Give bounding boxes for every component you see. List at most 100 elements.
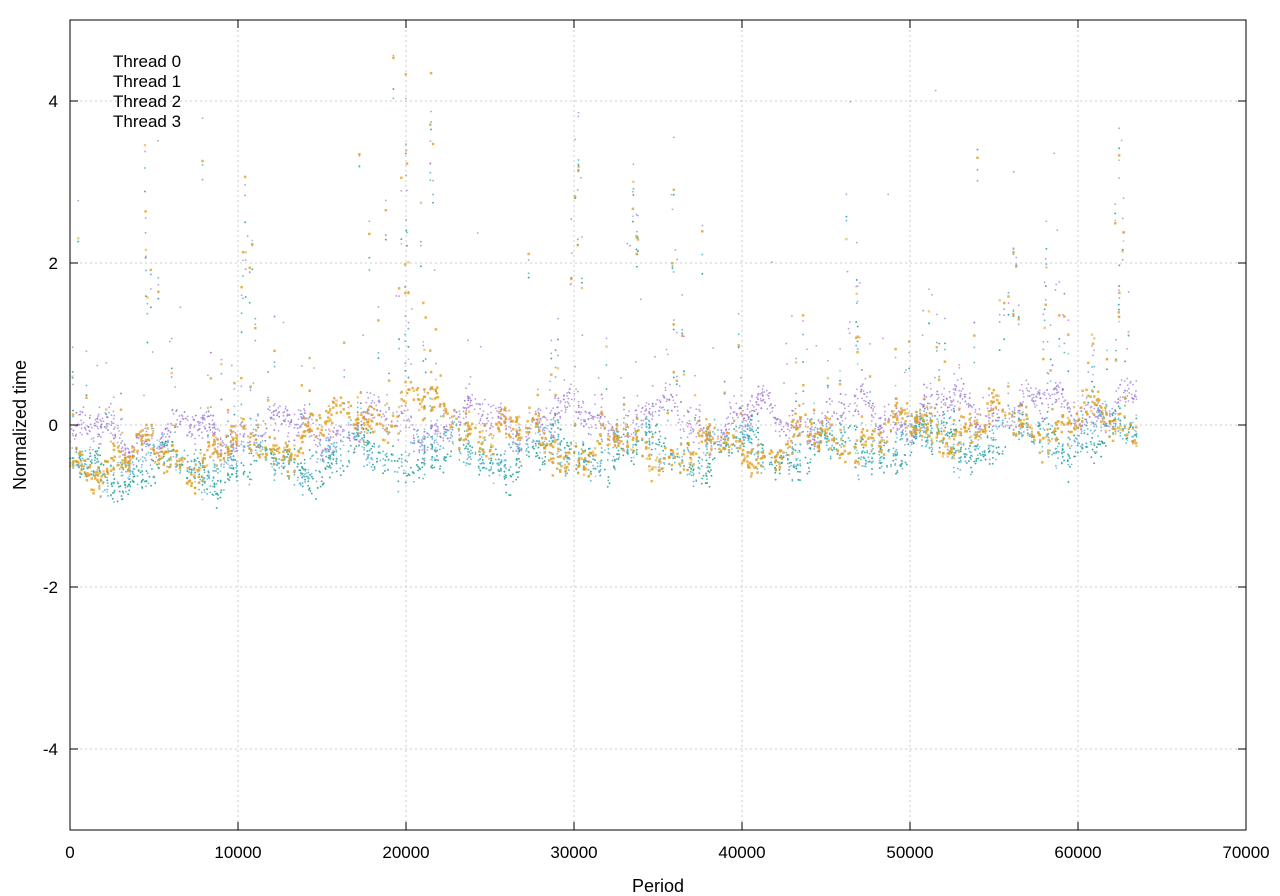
data-point [332,436,335,439]
data-point [91,448,94,451]
data-point [431,424,433,426]
data-point [739,438,742,441]
data-point [695,408,698,411]
data-point [882,430,885,432]
data-point [1068,455,1071,457]
data-point [406,189,408,192]
data-point [675,383,678,386]
data-point [577,404,580,407]
data-point [288,414,291,416]
data-point [580,176,582,179]
data-point [690,432,693,434]
data-point [1002,425,1005,428]
data-point [1042,313,1045,316]
data-point [214,431,216,434]
data-point [969,473,972,476]
data-point [1030,387,1032,390]
data-point [330,442,333,445]
data-point [200,431,203,434]
grid-lines [70,20,1246,830]
data-point [272,404,275,407]
data-point [349,444,352,447]
data-point [319,439,322,442]
data-point [303,409,306,412]
data-point [274,422,277,425]
data-point [406,408,409,411]
data-point [694,374,696,377]
data-point [234,458,237,461]
data-point [250,463,252,466]
data-point [786,428,789,431]
data-point [160,444,162,447]
data-point [234,431,237,434]
data-point [799,420,802,423]
data-point [125,490,127,493]
data-point [315,498,317,500]
data-point [1042,420,1044,423]
data-point [741,404,744,407]
data-point [71,457,74,460]
data-point [945,397,948,400]
data-point [542,428,544,431]
data-point [467,339,469,342]
data-point [516,447,519,450]
data-point [268,409,271,412]
data-point [890,465,892,468]
data-point [112,422,115,425]
data-point [384,404,387,407]
data-point [106,479,109,482]
data-point [658,399,661,402]
data-point [532,445,535,448]
data-point [563,447,566,449]
data-point [468,405,471,408]
data-point [482,422,484,425]
data-point [283,420,286,423]
data-point [242,434,245,437]
data-point [733,411,736,414]
data-point [708,485,711,488]
data-point [512,441,515,444]
data-point [856,404,858,407]
data-point [400,410,403,413]
data-point [584,419,586,422]
data-point [418,476,421,479]
data-point [735,414,738,417]
data-point [191,416,194,418]
data-point [1038,409,1041,412]
data-point [528,455,531,458]
data-point [347,406,350,409]
data-point [795,424,798,427]
data-point [129,485,132,488]
data-point [213,422,216,425]
data-point [339,433,342,436]
data-point [575,388,577,391]
data-point [335,429,338,432]
data-point [419,244,422,247]
data-point [970,466,972,469]
data-point [879,425,881,428]
data-point [612,446,615,449]
data-point [194,437,196,440]
data-point [840,446,843,448]
data-point [656,423,659,426]
data-point [491,417,494,419]
data-point [159,438,162,440]
data-point [352,437,355,440]
data-point [688,466,691,469]
data-point [940,430,943,433]
data-point [92,440,95,443]
data-point [341,430,344,433]
data-point [959,392,962,395]
data-point [517,476,519,479]
data-point [89,414,92,417]
data-point [236,475,238,477]
data-point [406,244,408,247]
data-point [1004,425,1007,428]
data-point [640,419,643,422]
data-point [922,309,925,312]
data-point [1070,463,1073,466]
data-point [363,436,366,439]
data-point [407,345,410,348]
data-point [980,433,982,436]
data-point [596,462,599,464]
